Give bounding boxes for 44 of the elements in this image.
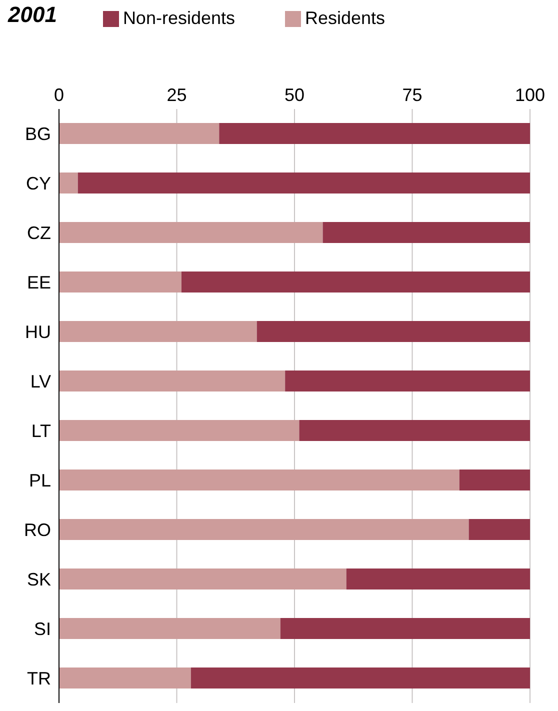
bar bbox=[59, 123, 220, 144]
bar bbox=[59, 470, 460, 490]
bar bbox=[322, 222, 530, 243]
x-tick-label: 100 bbox=[514, 85, 546, 105]
y-tick-label: LT bbox=[31, 421, 52, 442]
x-tick-label: 50 bbox=[284, 85, 305, 105]
y-tick-label: CZ bbox=[27, 223, 51, 244]
bar bbox=[78, 172, 530, 194]
x-tick-label: 0 bbox=[54, 85, 64, 105]
bar bbox=[59, 172, 78, 194]
bar bbox=[468, 519, 530, 540]
y-tick-label: SK bbox=[26, 570, 51, 590]
y-tick-label: BG bbox=[24, 124, 51, 144]
y-tick-label: LV bbox=[30, 372, 51, 392]
y-tick-label: SI bbox=[34, 619, 51, 640]
bar bbox=[59, 272, 182, 292]
bar bbox=[190, 668, 530, 688]
bar bbox=[59, 618, 280, 639]
legend-label: Residents bbox=[305, 8, 386, 28]
bar bbox=[59, 568, 346, 590]
legend-label: Non-residents bbox=[122, 8, 235, 28]
bar bbox=[59, 519, 469, 540]
y-tick-label: RO bbox=[24, 520, 51, 540]
x-tick-label: 25 bbox=[166, 85, 187, 105]
bar bbox=[59, 222, 323, 243]
bar bbox=[59, 321, 257, 342]
bar bbox=[59, 668, 191, 688]
bar bbox=[219, 123, 530, 144]
bar bbox=[59, 370, 286, 392]
bar bbox=[181, 272, 530, 292]
y-tick-label: HU bbox=[25, 322, 51, 342]
bar bbox=[59, 420, 300, 441]
y-tick-label: EE bbox=[26, 272, 51, 293]
bar bbox=[459, 470, 530, 490]
bar bbox=[285, 370, 530, 392]
chart-title: 2001 bbox=[8, 2, 57, 28]
bar bbox=[299, 420, 530, 441]
bar bbox=[256, 321, 530, 342]
x-tick-label: 75 bbox=[402, 85, 422, 105]
y-tick-label: TR bbox=[27, 668, 51, 689]
bar bbox=[346, 568, 530, 590]
y-tick-label: CY bbox=[26, 174, 51, 194]
y-tick-label: PL bbox=[28, 470, 51, 491]
bar bbox=[280, 618, 530, 639]
